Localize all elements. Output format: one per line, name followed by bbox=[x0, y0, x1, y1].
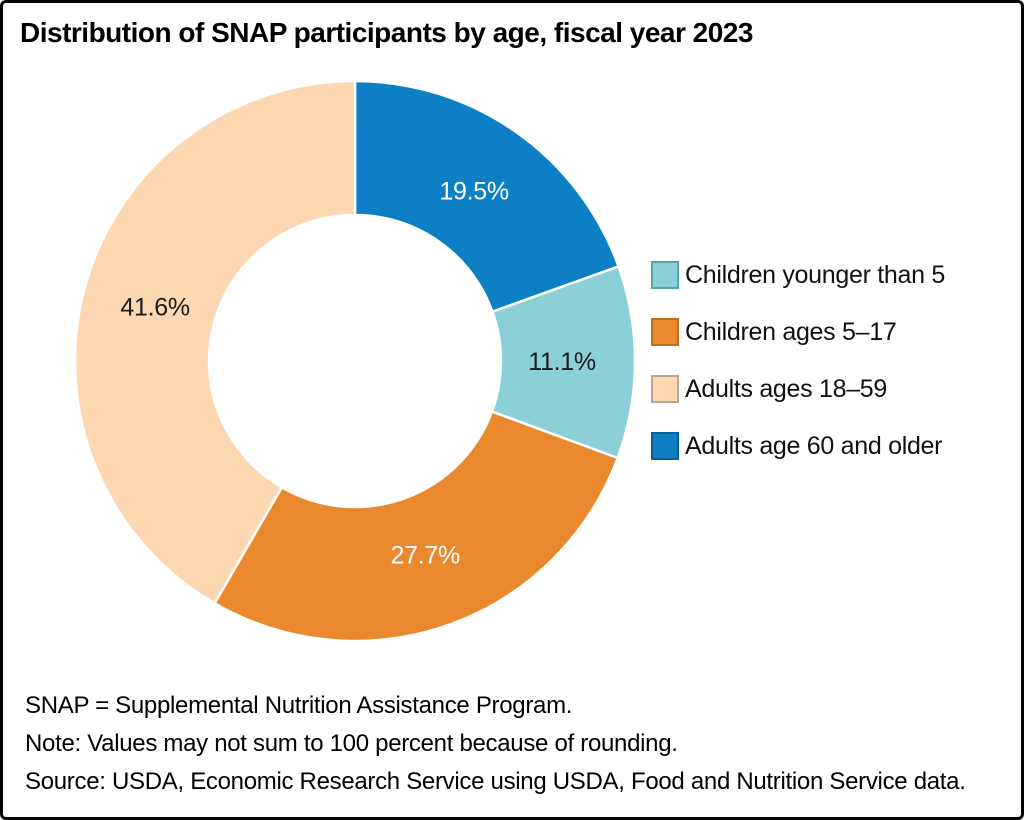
slice-value-label: 27.7% bbox=[391, 542, 460, 570]
chart-title: Distribution of SNAP participants by age… bbox=[20, 17, 753, 48]
slice-value-label: 11.1% bbox=[528, 348, 596, 376]
donut-slice-0 bbox=[353, 79, 621, 314]
legend-label: Children ages 5–17 bbox=[685, 317, 897, 346]
legend-item-3: Adults age 60 and older bbox=[651, 432, 945, 460]
legend-item-2: Adults ages 18–59 bbox=[651, 375, 945, 403]
legend-label: Children younger than 5 bbox=[685, 260, 945, 289]
slice-value-label: 19.5% bbox=[439, 178, 508, 206]
donut-slice-3 bbox=[73, 79, 357, 605]
legend-item-0: Children younger than 5 bbox=[651, 261, 945, 289]
legend-swatch bbox=[651, 318, 679, 346]
footnote-note: Note: Values may not sum to 100 percent … bbox=[25, 730, 678, 757]
legend-swatch bbox=[651, 261, 679, 289]
legend-label: Adults age 60 and older bbox=[685, 431, 943, 460]
legend-label: Adults ages 18–59 bbox=[685, 374, 888, 403]
slice-value-label: 41.6% bbox=[120, 293, 189, 321]
legend: Children younger than 5 Children ages 5–1… bbox=[651, 261, 945, 489]
footnotes: SNAP = Supplemental Nutrition Assistance… bbox=[25, 687, 966, 801]
footnote-source: Source: USDA, Economic Research Service … bbox=[25, 768, 966, 795]
donut-slice-2 bbox=[212, 409, 620, 643]
legend-swatch bbox=[651, 432, 679, 460]
legend-item-1: Children ages 5–17 bbox=[651, 318, 945, 346]
footnote-abbreviation: SNAP = Supplemental Nutrition Assistance… bbox=[25, 692, 573, 719]
legend-swatch bbox=[651, 375, 679, 403]
donut-chart: 19.5% 11.1% 27.7% 41.6% bbox=[73, 79, 637, 643]
